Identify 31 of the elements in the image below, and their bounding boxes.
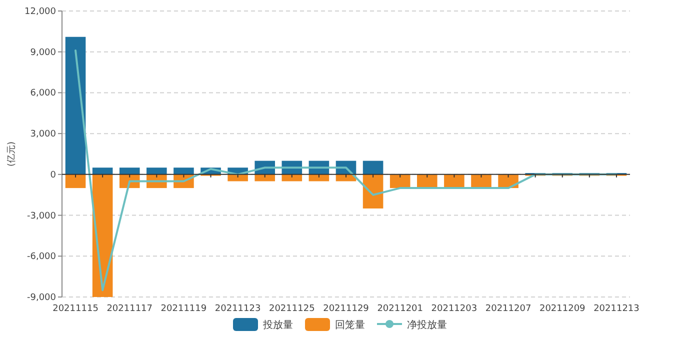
x-tick-label: 20211117: [106, 304, 153, 314]
y-axis-title: (亿元): [6, 141, 17, 167]
y-tick-label: 12,000: [24, 7, 56, 17]
legend-label: 净投放量: [407, 319, 447, 331]
bar: [92, 168, 113, 174]
y-tick-label: -9,000: [26, 293, 56, 303]
y-tick-label: -3,000: [26, 211, 56, 222]
x-tick-label: 20211119: [160, 304, 207, 314]
bar: [174, 168, 194, 174]
x-tick-label: 20211213: [594, 304, 640, 314]
x-tick-label: 20211125: [269, 304, 315, 314]
y-tick-label: -6,000: [26, 252, 56, 262]
x-tick-label: 20211209: [539, 304, 586, 314]
x-tick-label: 20211207: [485, 304, 532, 314]
y-tick-label: 6,000: [30, 88, 56, 99]
bar: [65, 36, 86, 174]
bar: [65, 174, 86, 188]
y-tick-label: 9,000: [30, 48, 56, 58]
bar: [119, 168, 140, 174]
x-tick-label: 20211203: [431, 304, 478, 314]
legend-label: 投放量: [262, 319, 293, 331]
bar: [362, 160, 384, 174]
x-tick-label: 20211129: [323, 304, 370, 314]
line-series: [74, 49, 618, 292]
x-tick-label: 20211123: [214, 304, 261, 314]
y-tick-label: 0: [50, 170, 56, 180]
y-tick-label: 3,000: [30, 130, 56, 140]
legend-label: 回笼量: [335, 319, 365, 331]
x-tick-label: 20211201: [377, 304, 423, 314]
bar: [146, 168, 167, 174]
x-tick-label: 20211115: [52, 304, 98, 314]
